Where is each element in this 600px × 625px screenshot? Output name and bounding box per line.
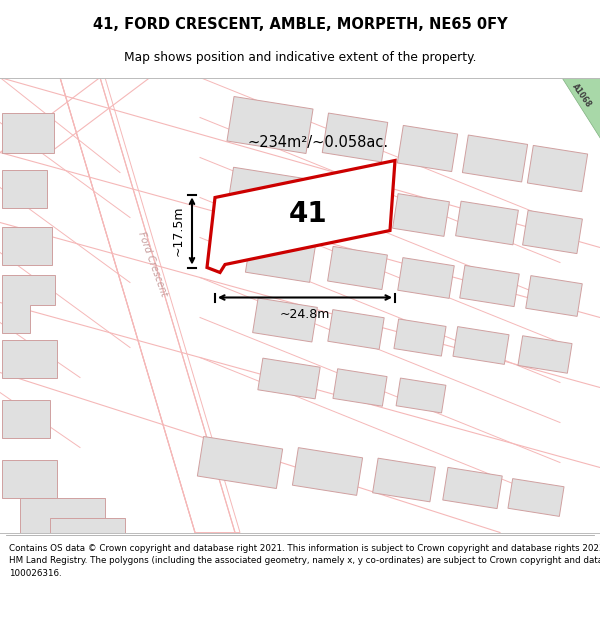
Polygon shape	[453, 327, 509, 364]
Polygon shape	[258, 358, 320, 399]
Polygon shape	[2, 274, 55, 332]
Polygon shape	[518, 336, 572, 373]
Text: 41, FORD CRESCENT, AMBLE, MORPETH, NE65 0FY: 41, FORD CRESCENT, AMBLE, MORPETH, NE65 …	[92, 18, 508, 32]
Polygon shape	[527, 146, 587, 192]
Polygon shape	[227, 96, 313, 154]
Text: A1068: A1068	[571, 82, 593, 109]
Polygon shape	[2, 112, 54, 152]
Polygon shape	[20, 498, 105, 532]
Polygon shape	[50, 518, 125, 532]
Polygon shape	[526, 276, 582, 316]
Text: ~234m²/~0.058ac.: ~234m²/~0.058ac.	[247, 135, 389, 150]
Text: ~24.8m: ~24.8m	[280, 308, 330, 321]
Polygon shape	[394, 319, 446, 356]
Polygon shape	[373, 458, 436, 502]
Polygon shape	[317, 180, 380, 227]
Polygon shape	[392, 194, 449, 236]
Polygon shape	[322, 113, 388, 162]
Polygon shape	[328, 246, 388, 289]
Polygon shape	[396, 378, 446, 413]
Polygon shape	[227, 168, 302, 217]
Polygon shape	[328, 309, 384, 349]
Polygon shape	[523, 211, 583, 254]
Polygon shape	[508, 479, 564, 516]
Polygon shape	[245, 234, 316, 282]
Polygon shape	[2, 339, 57, 377]
Polygon shape	[455, 201, 518, 245]
Polygon shape	[2, 226, 52, 264]
Polygon shape	[2, 399, 50, 437]
Polygon shape	[398, 258, 454, 298]
Polygon shape	[333, 369, 387, 406]
Polygon shape	[2, 169, 47, 208]
Text: Map shows position and indicative extent of the property.: Map shows position and indicative extent…	[124, 51, 476, 64]
Polygon shape	[197, 436, 283, 489]
Text: Contains OS data © Crown copyright and database right 2021. This information is : Contains OS data © Crown copyright and d…	[9, 544, 600, 578]
Polygon shape	[292, 448, 362, 496]
Polygon shape	[207, 161, 395, 272]
Text: 41: 41	[289, 201, 328, 229]
Polygon shape	[560, 78, 600, 118]
Polygon shape	[443, 468, 502, 509]
Polygon shape	[253, 298, 317, 342]
Polygon shape	[2, 459, 57, 498]
Text: Ford Crescent: Ford Crescent	[136, 231, 169, 298]
Text: ~17.5m: ~17.5m	[172, 206, 185, 256]
Polygon shape	[397, 126, 458, 172]
Polygon shape	[463, 135, 527, 182]
Polygon shape	[60, 78, 240, 532]
Polygon shape	[562, 78, 600, 138]
Polygon shape	[460, 266, 519, 307]
